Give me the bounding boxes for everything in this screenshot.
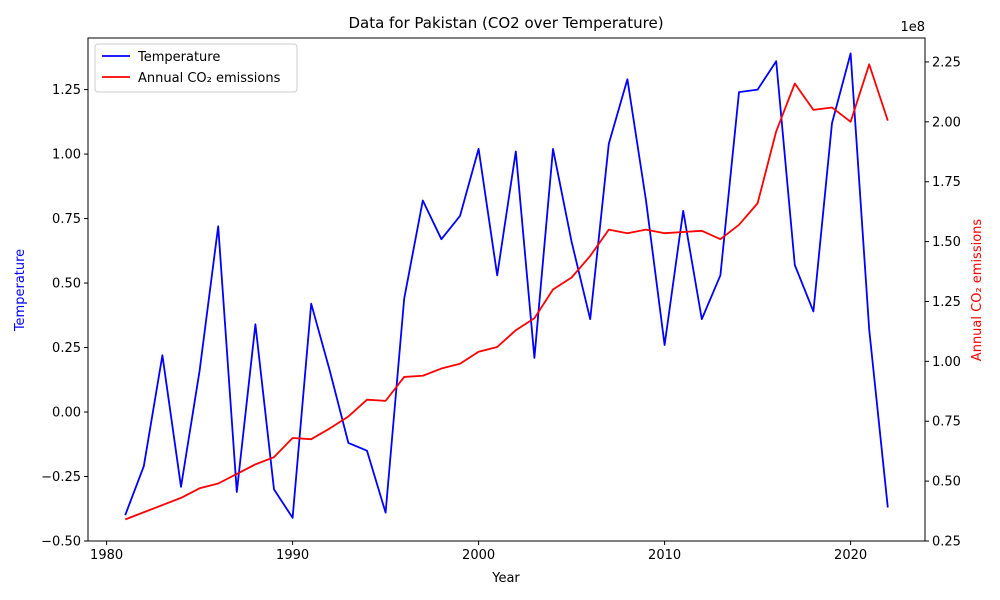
x-tick-label: 2000 (462, 548, 495, 563)
legend-label-temperature: Temperature (137, 50, 220, 65)
legend-box (94, 43, 298, 93)
plot-area (87, 37, 926, 542)
x-tick-label: 2020 (834, 548, 867, 563)
y-left-tick-label: 1.00 (52, 148, 81, 163)
y-right-tick-label: 1.25 (932, 295, 961, 310)
y-right-tick-label: 1.00 (932, 355, 961, 370)
x-axis-label: Year (491, 571, 520, 586)
y-left-tick-label: 0.00 (52, 406, 81, 421)
plot-frame (87, 37, 926, 542)
y-right-tick-label: 2.25 (932, 55, 961, 70)
y-right-tick-label: 0.50 (932, 475, 961, 490)
y-right-tick-label: 1.50 (932, 235, 961, 250)
y-left-tick-label: 0.50 (52, 277, 81, 292)
y-left-axis-label: Temperature (13, 249, 28, 332)
y-right-tick-label: 0.25 (932, 535, 961, 550)
y-right-tick-label: 2.00 (932, 115, 961, 130)
y-left-tick-label: −0.50 (41, 535, 81, 550)
legend: Temperature Annual CO₂ emissions (94, 43, 298, 93)
x-tick-label: 1980 (90, 548, 123, 563)
chart-title: Data for Pakistan (CO2 over Temperature) (348, 14, 663, 32)
legend-label-co2: Annual CO₂ emissions (138, 71, 281, 86)
y-left-tick-label: 0.75 (52, 212, 81, 227)
y-right-axis-multiplier: 1e8 (900, 20, 925, 35)
y-left-tick-label: 1.25 (52, 83, 81, 98)
y-left-tick-label: −0.25 (41, 470, 81, 485)
series-line-temperature (124, 52, 889, 519)
y-left-tick-label: 0.25 (52, 341, 81, 356)
x-tick-label: 2010 (648, 548, 681, 563)
series-layer (124, 52, 889, 521)
y-right-axis-ticks: 0.25 0.50 0.75 1.00 1.25 1.50 1.75 2.00 2.25 (925, 55, 961, 550)
series-line-co2 (124, 63, 889, 521)
x-axis-ticks: 1980 1990 2000 2010 2020 (90, 541, 867, 563)
x-tick-label: 1990 (276, 548, 309, 563)
y-right-tick-label: 0.75 (932, 415, 961, 430)
y-right-axis-label: Annual CO₂ emissions (970, 219, 985, 362)
y-left-axis-ticks: −0.50 −0.25 0.00 0.25 0.50 0.75 1.00 1.25 (41, 83, 88, 550)
y-right-tick-label: 1.75 (932, 175, 961, 190)
